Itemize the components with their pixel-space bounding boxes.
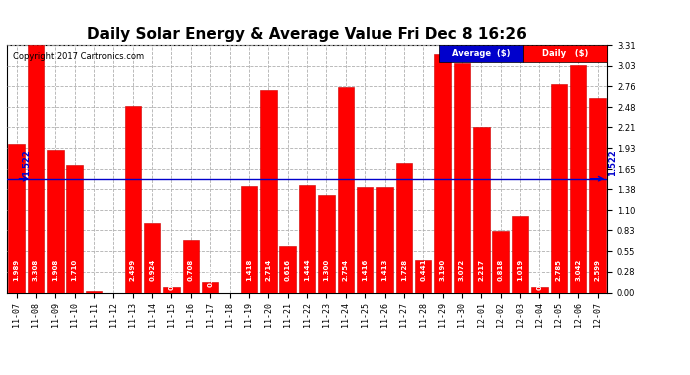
Bar [299, 184, 315, 292]
Bar [376, 187, 393, 292]
Text: 3.190: 3.190 [440, 259, 446, 281]
Bar [589, 98, 606, 292]
Text: Average  ($): Average ($) [452, 49, 511, 58]
Bar [66, 165, 83, 292]
Text: 1.522: 1.522 [22, 150, 31, 177]
Bar [357, 187, 373, 292]
Bar [124, 106, 141, 292]
Bar [279, 246, 296, 292]
Bar [337, 87, 354, 292]
Text: 0.818: 0.818 [497, 259, 504, 281]
Bar [493, 231, 509, 292]
Bar [28, 45, 44, 292]
Text: 3.308: 3.308 [33, 259, 39, 281]
Text: 2.217: 2.217 [478, 259, 484, 281]
Text: 1.418: 1.418 [246, 259, 252, 281]
Bar [318, 195, 335, 292]
Bar [144, 224, 160, 292]
Bar [183, 240, 199, 292]
Title: Daily Solar Energy & Average Value Fri Dec 8 16:26: Daily Solar Energy & Average Value Fri D… [87, 27, 527, 42]
Bar [395, 163, 412, 292]
FancyBboxPatch shape [523, 45, 607, 62]
Bar [415, 260, 431, 292]
Text: 1.728: 1.728 [401, 259, 407, 281]
Text: Daily   ($): Daily ($) [542, 49, 589, 58]
Text: 0.441: 0.441 [420, 259, 426, 281]
Text: 2.714: 2.714 [266, 259, 271, 281]
Text: 0.708: 0.708 [188, 259, 194, 281]
Text: 1.416: 1.416 [362, 259, 368, 281]
Text: 1.413: 1.413 [382, 259, 388, 281]
Text: 1.522: 1.522 [608, 150, 617, 177]
Text: 1.444: 1.444 [304, 259, 310, 281]
Text: 2.499: 2.499 [130, 259, 136, 281]
Text: 1.989: 1.989 [14, 259, 19, 281]
Text: 2.599: 2.599 [595, 259, 600, 281]
Bar [570, 65, 586, 292]
Text: 3.072: 3.072 [459, 259, 465, 281]
FancyBboxPatch shape [439, 45, 523, 62]
Bar [164, 287, 179, 292]
Bar [454, 63, 470, 292]
Bar [435, 54, 451, 292]
Bar [473, 127, 490, 292]
Bar [260, 90, 277, 292]
Text: 0.924: 0.924 [149, 259, 155, 281]
Text: 3.042: 3.042 [575, 259, 581, 281]
Text: 2.754: 2.754 [343, 259, 348, 281]
Bar [202, 282, 219, 292]
Text: 0.616: 0.616 [285, 259, 290, 281]
Text: 2.785: 2.785 [555, 259, 562, 281]
Bar [241, 186, 257, 292]
Text: 0.068: 0.068 [168, 268, 175, 290]
Text: 0.070: 0.070 [536, 268, 542, 290]
Text: 0.137: 0.137 [207, 265, 213, 287]
Bar [512, 216, 529, 292]
Bar [8, 144, 25, 292]
Text: 1.300: 1.300 [324, 259, 329, 281]
Bar [531, 287, 548, 292]
Bar [551, 84, 567, 292]
Bar [47, 150, 63, 292]
Text: 1.908: 1.908 [52, 259, 59, 281]
Text: 1.710: 1.710 [72, 259, 78, 281]
Text: 1.019: 1.019 [517, 259, 523, 281]
Text: Copyright 2017 Cartronics.com: Copyright 2017 Cartronics.com [13, 53, 144, 62]
Bar [86, 291, 102, 292]
